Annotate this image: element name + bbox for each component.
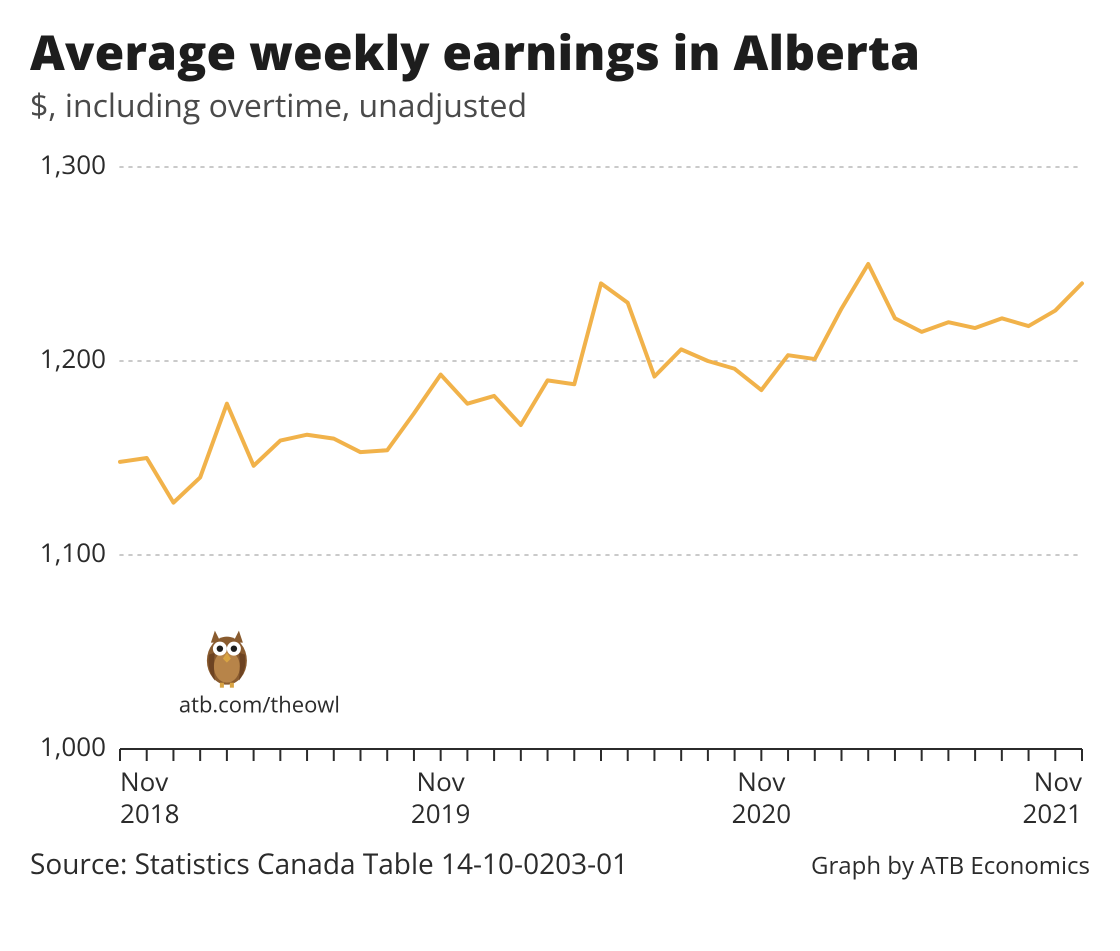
x-axis-label: 2018	[120, 795, 179, 831]
x-axis-label: Nov	[1034, 763, 1082, 799]
y-axis-label: 1,200	[40, 340, 106, 376]
chart-title: Average weekly earnings in Alberta	[30, 28, 1090, 78]
source-text: Source: Statistics Canada Table 14-10-02…	[30, 845, 628, 883]
x-axis-label: Nov	[120, 763, 168, 799]
chart-holder: 1,0001,1001,2001,300Nov2018Nov2019Nov202…	[30, 153, 1090, 833]
x-axis-label: 2019	[411, 795, 470, 831]
chart-footer: Source: Statistics Canada Table 14-10-02…	[30, 845, 1090, 883]
owl-icon	[207, 631, 247, 688]
x-axis-label: Nov	[737, 763, 785, 799]
line-chart: 1,0001,1001,2001,300Nov2018Nov2019Nov202…	[30, 153, 1090, 833]
y-axis-label: 1,000	[40, 728, 106, 764]
data-series-line	[120, 264, 1082, 503]
x-axis-label: 2020	[732, 795, 791, 831]
credit-text: Graph by ATB Economics	[811, 849, 1090, 882]
chart-subtitle: $, including overtime, unadjusted	[30, 84, 1090, 127]
x-axis-label: Nov	[417, 763, 465, 799]
figure-container: Average weekly earnings in Alberta $, in…	[0, 0, 1120, 951]
x-axis-label: 2021	[1023, 795, 1082, 831]
y-axis-label: 1,100	[40, 534, 106, 570]
y-axis-label: 1,300	[40, 153, 106, 182]
watermark-text: atb.com/theowl	[179, 690, 340, 720]
